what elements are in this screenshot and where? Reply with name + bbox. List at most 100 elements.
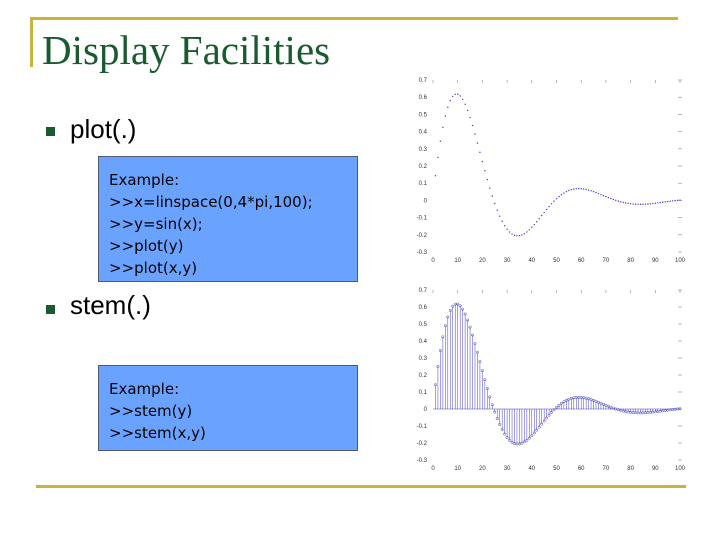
line-point: [533, 223, 535, 226]
stem-marker: [505, 436, 509, 439]
x-tick-label: 20: [479, 258, 486, 264]
stem-marker: [461, 307, 465, 311]
stem-marker: [597, 400, 600, 404]
line-point: [637, 203, 639, 206]
stem-marker: [559, 401, 563, 405]
stem-marker: [510, 440, 514, 444]
line-point: [649, 203, 652, 205]
line-point: [575, 188, 577, 190]
line-point: [516, 235, 518, 237]
stem-marker: [540, 422, 544, 426]
stem-marker: [448, 308, 452, 312]
line-point: [518, 234, 521, 237]
line-point: [620, 201, 622, 203]
line-point: [595, 191, 597, 194]
line-point: [434, 175, 437, 177]
code-line: >>x=linspace(0,4*pi,100);: [109, 193, 313, 211]
line-point: [654, 202, 656, 204]
stem-marker: [434, 383, 437, 387]
stem-marker: [480, 369, 484, 373]
stem-marker: [473, 342, 477, 345]
y-tick-label: 0.2: [419, 373, 428, 379]
line-point: [469, 116, 471, 119]
stem-marker: [532, 431, 536, 435]
y-tick-label: 0.4: [419, 130, 428, 136]
line-point: [644, 203, 647, 205]
stem-marker: [678, 407, 682, 411]
line-point: [449, 99, 451, 102]
line-point: [664, 201, 666, 203]
line-point: [437, 156, 439, 159]
code-line: >>y=sin(x);: [109, 215, 203, 233]
stem-marker: [490, 403, 494, 407]
line-point: [558, 195, 560, 198]
line-point: [676, 199, 679, 202]
line-point: [568, 189, 570, 192]
x-tick-label: 100: [675, 466, 686, 472]
y-tick-label: -0.2: [417, 441, 428, 447]
y-tick-label: 0.2: [419, 164, 428, 170]
stem-marker: [555, 405, 558, 409]
x-tick-label: 90: [652, 258, 659, 264]
line-point: [550, 203, 553, 205]
line-point: [442, 126, 444, 129]
line-point: [642, 203, 644, 205]
line-point: [454, 93, 456, 96]
stem-marker: [483, 378, 487, 382]
line-point: [666, 200, 669, 203]
line-point: [555, 198, 558, 200]
stem-marker: [520, 441, 524, 445]
line-point: [634, 203, 637, 205]
frame-bottom-rule: [36, 485, 686, 488]
line-point: [521, 234, 523, 236]
line-point: [511, 233, 513, 235]
line-point: [484, 170, 486, 172]
x-tick-label: 80: [627, 258, 634, 264]
stem-marker: [485, 387, 489, 390]
line-point: [662, 201, 664, 203]
line-point: [538, 218, 540, 220]
stem-marker: [466, 318, 470, 322]
line-point: [585, 188, 587, 191]
stem-marker: [463, 312, 467, 316]
line-point: [501, 220, 503, 223]
line-point: [548, 205, 550, 208]
x-tick-label: 30: [504, 466, 511, 472]
stem-marker: [547, 413, 551, 417]
line-point: [605, 195, 607, 198]
line-point: [627, 202, 629, 205]
line-point: [543, 211, 545, 214]
stem-marker: [587, 397, 591, 401]
line-point: [452, 95, 454, 98]
line-point: [671, 200, 674, 202]
y-tick-label: -0.3: [417, 458, 428, 464]
stem-marker: [498, 423, 502, 427]
line-point: [457, 93, 459, 95]
line-point: [506, 228, 508, 230]
y-tick-label: 0.6: [419, 95, 428, 101]
code-line: >>plot(x,y): [109, 259, 198, 277]
line-point: [496, 209, 498, 211]
line-point: [540, 214, 543, 217]
stem-marker: [488, 395, 492, 399]
x-tick-label: 80: [627, 466, 634, 472]
x-tick-label: 50: [553, 258, 560, 264]
line-point: [479, 151, 481, 154]
line-point: [481, 160, 484, 163]
stem-marker: [436, 364, 440, 368]
line-point: [674, 199, 676, 202]
line-point: [494, 202, 496, 205]
line-point: [647, 203, 649, 205]
bullet-square-icon: [46, 305, 55, 314]
y-tick-label: -0.1: [417, 424, 428, 430]
stem-marker: [614, 407, 618, 411]
code-line: >>stem(x,y): [109, 424, 206, 442]
line-point: [447, 106, 449, 108]
line-point: [602, 194, 605, 197]
stem-example-box: Example: >>stem(y) >>stem(x,y): [98, 365, 358, 451]
line-point: [498, 215, 501, 217]
y-tick-label: -0.3: [417, 250, 428, 256]
stem-marker: [537, 425, 541, 429]
stem-marker: [606, 404, 610, 408]
line-plot-svg: -0.3 -0.2 -0.1 0 0.1 0.2 0.3 0.4 0.5 0.6 0.7 0 10 20 3…: [417, 78, 686, 264]
